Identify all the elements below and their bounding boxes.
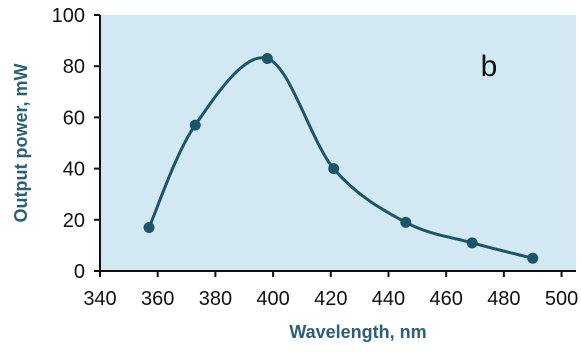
x-tick-label: 420 (314, 288, 347, 310)
y-axis-title: Output power, mW (11, 64, 31, 223)
data-point (466, 237, 478, 249)
y-tick-label: 80 (63, 56, 85, 78)
panel-label: b (481, 50, 498, 83)
x-tick-label: 440 (372, 288, 405, 310)
y-tick-label: 20 (63, 210, 85, 232)
x-axis-title: Wavelength, nm (289, 322, 426, 342)
x-tick-label: 480 (487, 288, 520, 310)
x-tick-label: 400 (256, 288, 289, 310)
x-tick-label: 380 (199, 288, 232, 310)
data-point (189, 119, 201, 131)
data-point (400, 216, 412, 228)
x-tick-label: 500 (545, 288, 578, 310)
x-tick-label: 340 (83, 288, 116, 310)
x-tick-label: 460 (429, 288, 462, 310)
data-point (527, 252, 539, 264)
y-tick-label: 0 (74, 261, 85, 283)
y-tick-label: 100 (52, 5, 85, 27)
data-point (261, 53, 273, 65)
y-tick-label: 60 (63, 107, 85, 129)
y-tick-label: 40 (63, 159, 85, 181)
x-tick-label: 360 (141, 288, 174, 310)
tick-labels: 340 360 380 400 420 440 460 480 500 0 20 40 60 80 100 (52, 5, 579, 310)
series-layer (143, 53, 539, 264)
data-point (143, 221, 155, 233)
data-point (328, 163, 340, 175)
plot-background (100, 15, 576, 271)
axes (94, 14, 576, 277)
